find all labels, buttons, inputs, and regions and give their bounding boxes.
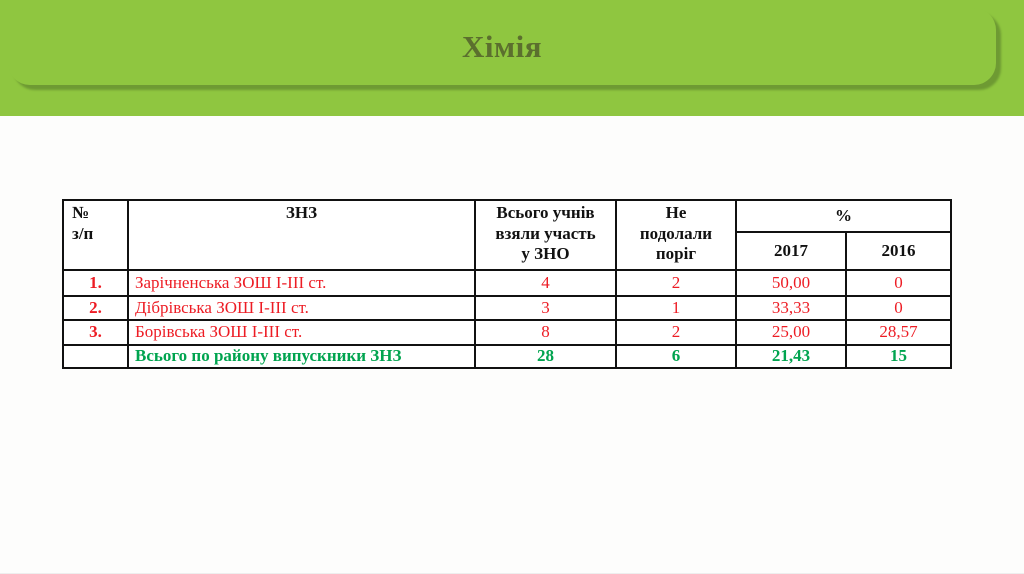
header-year-2017: 2017 — [735, 231, 847, 271]
table-row: 1. Зарічненська ЗОШ І-ІІІ ст. 4 2 50,00 … — [62, 269, 952, 297]
pct-2017-value: 25,00 — [735, 319, 847, 346]
participants-value: 3 — [474, 295, 617, 321]
header-num: № з/п — [62, 199, 129, 271]
row-number — [62, 344, 129, 369]
header-school: ЗНЗ — [127, 199, 476, 271]
title-box: Хімія — [8, 8, 996, 85]
failed-value: 1 — [615, 295, 737, 321]
school-name: Зарічненська ЗОШ І-ІІІ ст. — [127, 269, 476, 297]
total-label: Всього по району випускники ЗНЗ — [127, 344, 476, 369]
failed-value: 2 — [615, 269, 737, 297]
table-row: 2. Дібрівська ЗОШ І-ІІІ ст. 3 1 33,33 0 — [62, 295, 952, 321]
pct-2017-value: 33,33 — [735, 295, 847, 321]
header-percent: % — [735, 199, 952, 233]
header-row-2: 2017 2016 — [63, 231, 952, 271]
pct-2016-value: 0 — [845, 295, 952, 321]
pct-2017-value: 50,00 — [735, 269, 847, 297]
row-number: 3. — [62, 319, 129, 346]
results-table-container: № з/п ЗНЗ Всього учнів взяли участь у ЗН… — [62, 199, 952, 369]
row-number: 1. — [62, 269, 129, 297]
failed-value: 2 — [615, 319, 737, 346]
school-name: Дібрівська ЗОШ І-ІІІ ст. — [127, 295, 476, 321]
header-year-2016: 2016 — [845, 231, 952, 271]
header-failed: Не подолали поріг — [615, 199, 737, 271]
slide-title: Хімія — [462, 28, 542, 64]
pct-2016-value: 0 — [845, 269, 952, 297]
pct-2017-total: 21,43 — [735, 344, 847, 369]
pct-2016-value: 28,57 — [845, 319, 952, 346]
school-name: Борівська ЗОШ І-ІІІ ст. — [127, 319, 476, 346]
row-number: 2. — [62, 295, 129, 321]
results-table: № з/п ЗНЗ Всього учнів взяли участь у ЗН… — [62, 199, 952, 369]
participants-total: 28 — [474, 344, 617, 369]
participants-value: 4 — [474, 269, 617, 297]
failed-total: 6 — [615, 344, 737, 369]
total-row: Всього по району випускники ЗНЗ 28 6 21,… — [62, 344, 952, 369]
header-participants: Всього учнів взяли участь у ЗНО — [474, 199, 617, 271]
pct-2016-total: 15 — [845, 344, 952, 369]
header-row-1: № з/п ЗНЗ Всього учнів взяли участь у ЗН… — [62, 199, 952, 271]
header-band: Хімія — [0, 0, 1024, 116]
table-row: 3. Борівська ЗОШ І-ІІІ ст. 8 2 25,00 28,… — [62, 319, 952, 346]
participants-value: 8 — [474, 319, 617, 346]
